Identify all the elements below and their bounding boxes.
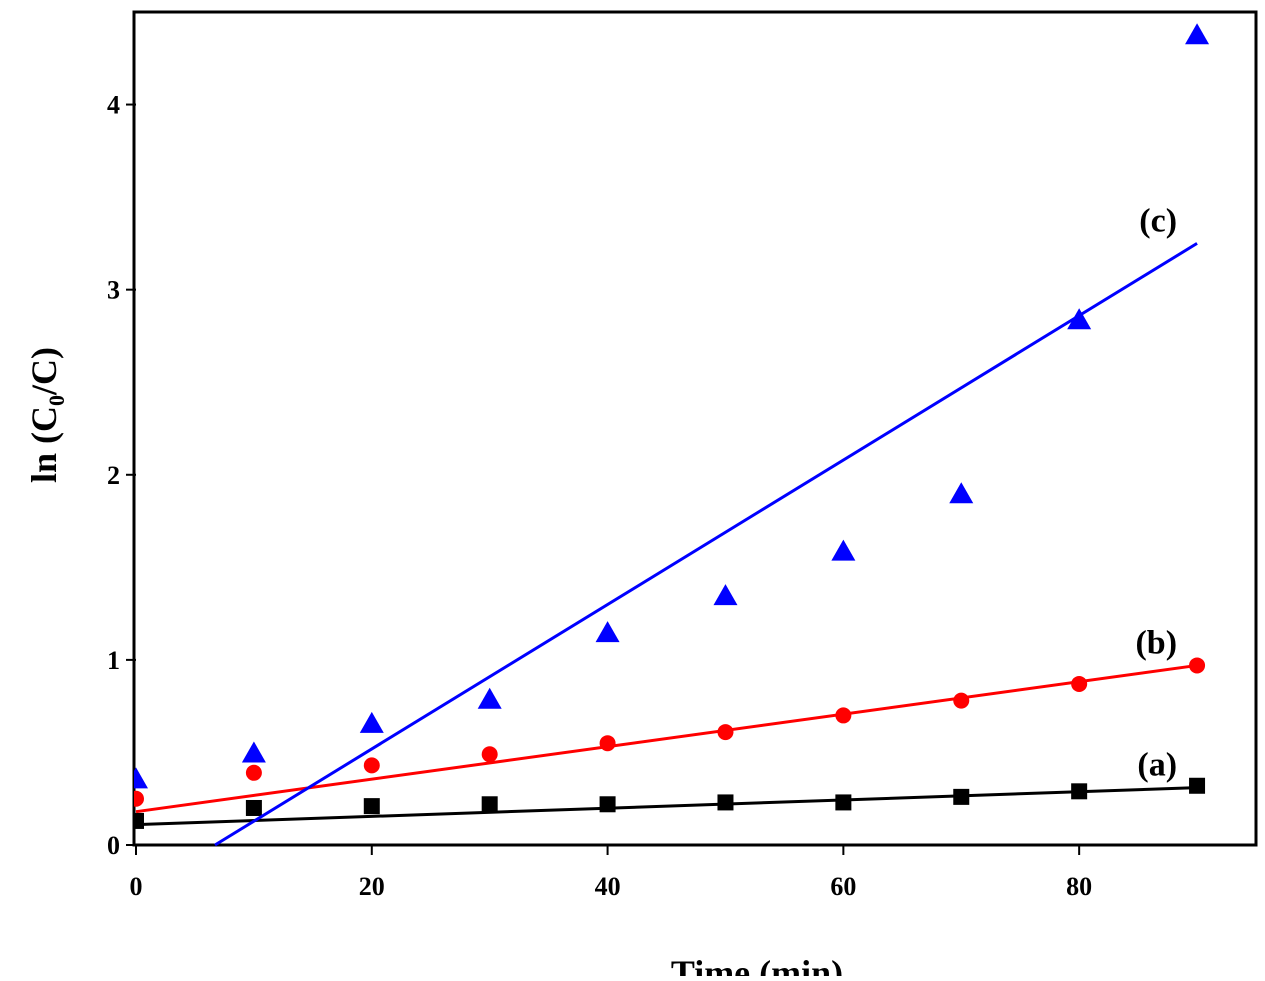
marker-square (134, 812, 144, 829)
y-label-part: /C) (24, 347, 64, 396)
marker-square (953, 788, 970, 805)
marker-square (481, 796, 498, 813)
marker-square (1071, 783, 1088, 800)
series-label: (c) (1139, 202, 1177, 239)
marker-triangle (831, 539, 856, 561)
series-label: (b) (1135, 624, 1177, 661)
x-tick-label: 20 (359, 872, 385, 901)
marker-circle (245, 764, 262, 781)
y-tick-label: 3 (107, 276, 120, 305)
marker-triangle (359, 711, 384, 733)
marker-circle (481, 746, 498, 763)
marker-triangle (713, 584, 738, 606)
marker-circle (1071, 675, 1088, 692)
marker-triangle (949, 482, 974, 504)
marker-triangle (1067, 308, 1092, 330)
marker-triangle (134, 767, 148, 789)
marker-triangle (241, 741, 266, 763)
marker-square (363, 798, 380, 815)
marker-triangle (1185, 23, 1210, 45)
series-label: (a) (1137, 747, 1177, 784)
marker-square (1189, 777, 1206, 794)
marker-circle (134, 790, 144, 807)
marker-circle (953, 692, 970, 709)
marker-circle (599, 735, 616, 752)
marker-square (717, 794, 734, 811)
marker-circle (835, 707, 852, 724)
y-tick-label: 2 (107, 461, 120, 490)
y-axis-label: ln (C0/C) (24, 347, 69, 483)
x-tick-label: 0 (130, 872, 143, 901)
y-label-part: ln (C (24, 406, 64, 483)
marker-square (835, 794, 852, 811)
marker-triangle (477, 687, 502, 709)
marker-square (245, 799, 262, 816)
marker-circle (1189, 657, 1206, 674)
x-tick-label: 60 (830, 872, 856, 901)
marker-circle (363, 757, 380, 774)
y-tick-label: 4 (107, 91, 120, 120)
fit-line (135, 663, 1198, 814)
plot-frame (132, 10, 1258, 847)
y-tick-label: 1 (107, 646, 120, 675)
y-tick-label: 0 (107, 831, 120, 860)
fit-line (214, 242, 1198, 847)
x-axis-label: Time (min) (671, 953, 843, 976)
x-tick-label: 40 (595, 872, 621, 901)
x-tick-label: 80 (1066, 872, 1092, 901)
marker-circle (717, 724, 734, 741)
marker-square (599, 796, 616, 813)
marker-triangle (595, 621, 620, 643)
fit-line (135, 786, 1198, 827)
y-label-sub: 0 (44, 395, 69, 406)
